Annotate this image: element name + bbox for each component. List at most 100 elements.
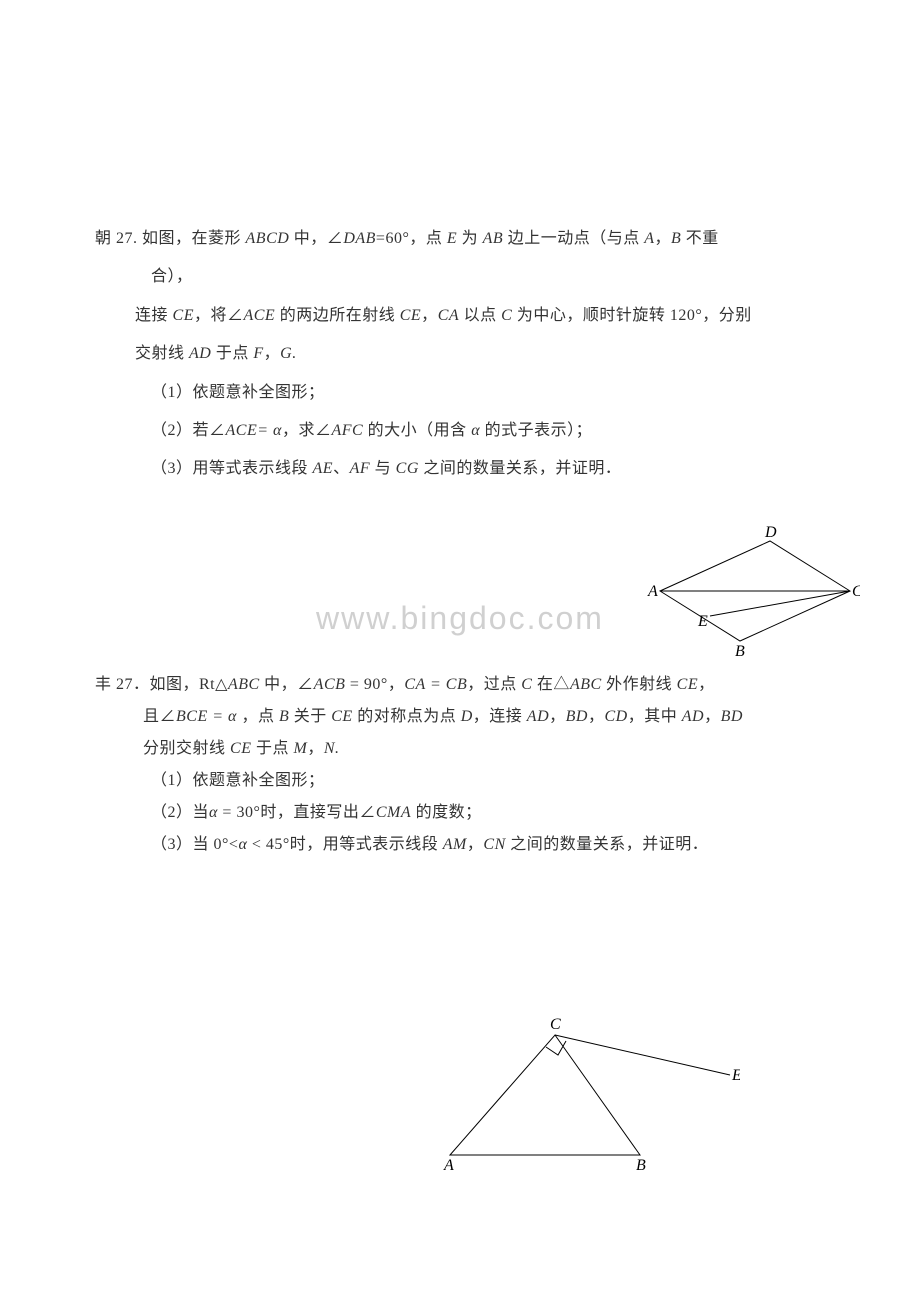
t: 连接 bbox=[135, 307, 173, 324]
t: 为中心，顺时针旋转 120°，分别 bbox=[512, 307, 751, 324]
p2-q3: （3）当 0°<α < 45°时，用等式表示线段 AM，CN 之间的数量关系，并… bbox=[95, 829, 825, 861]
t: =60°，点 bbox=[376, 230, 447, 247]
t: M bbox=[293, 740, 307, 757]
t: ，连接 bbox=[473, 708, 527, 725]
label-B: B bbox=[636, 1157, 646, 1174]
t: AD bbox=[682, 708, 704, 725]
t: BD bbox=[721, 708, 743, 725]
label-E: E bbox=[697, 613, 708, 630]
t: AM bbox=[443, 836, 467, 853]
t: CD bbox=[604, 708, 627, 725]
t: （2）若∠ bbox=[151, 422, 226, 439]
t: ABC bbox=[228, 676, 260, 693]
label-E: E bbox=[731, 1067, 740, 1084]
t: AF bbox=[350, 460, 371, 477]
t: CE bbox=[677, 676, 698, 693]
t: 之间的数量关系，并证明． bbox=[419, 460, 622, 477]
t: CA = CB bbox=[404, 676, 467, 693]
t: BD bbox=[566, 708, 588, 725]
t: ABCD bbox=[246, 230, 290, 247]
t: D bbox=[461, 708, 473, 725]
figure-triangle: A B C E bbox=[440, 1015, 740, 1175]
label-C: C bbox=[550, 1016, 561, 1033]
t: ， bbox=[467, 836, 484, 853]
t: N. bbox=[324, 740, 340, 757]
t: A bbox=[644, 230, 654, 247]
t: 与 bbox=[370, 460, 396, 477]
t: ACB bbox=[314, 676, 346, 693]
t: AE bbox=[313, 460, 334, 477]
p1-q3: （3）用等式表示线段 AE、AF 与 CG 之间的数量关系，并证明． bbox=[95, 450, 825, 488]
p1-line3: 连接 CE，将∠ACE 的两边所在射线 CE，CA 以点 C 为中心，顺时针旋转… bbox=[135, 297, 825, 335]
label-B: B bbox=[735, 643, 745, 660]
t: 之间的数量关系，并证明． bbox=[506, 836, 709, 853]
t: 在△ bbox=[532, 676, 570, 693]
t: 丰 27．如图，Rt△ bbox=[95, 676, 228, 693]
t: 的度数； bbox=[411, 804, 482, 821]
t: 的式子表示）； bbox=[480, 422, 592, 439]
t: ， bbox=[421, 307, 438, 324]
t: ACE= α bbox=[226, 422, 282, 439]
problem-2: 丰 27．如图，Rt△ABC 中，∠ACB = 90°，CA = CB，过点 C… bbox=[95, 669, 825, 861]
t: 边上一动点（与点 bbox=[503, 230, 644, 247]
t: α bbox=[228, 708, 237, 725]
label-D: D bbox=[764, 524, 777, 541]
page-content: 朝 27. 如图，在菱形 ABCD 中，∠DAB=60°，点 E 为 AB 边上… bbox=[0, 0, 920, 861]
label-A: A bbox=[647, 583, 658, 600]
problem-1: 朝 27. 如图，在菱形 ABCD 中，∠DAB=60°，点 E 为 AB 边上… bbox=[95, 220, 825, 489]
t: G. bbox=[280, 345, 297, 362]
t: 不重 bbox=[681, 230, 719, 247]
t: ， bbox=[307, 740, 324, 757]
t: CA bbox=[438, 307, 459, 324]
t: ，点 bbox=[237, 708, 279, 725]
p2-q1: （1）依题意补全图形； bbox=[95, 765, 825, 797]
t: CE bbox=[230, 740, 251, 757]
t: ，求∠ bbox=[282, 422, 332, 439]
t: 朝 27. 如图，在菱形 bbox=[95, 230, 246, 247]
t: ，其中 bbox=[628, 708, 682, 725]
t: AFC bbox=[331, 422, 363, 439]
t: AD bbox=[527, 708, 549, 725]
p2-line3: 分别交射线 CE 于点 M，N. bbox=[143, 733, 825, 765]
t: 分别交射线 bbox=[143, 740, 230, 757]
t: ， bbox=[704, 708, 721, 725]
t: ，过点 bbox=[467, 676, 521, 693]
t: ABC bbox=[570, 676, 602, 693]
p1-line1: 朝 27. 如图，在菱形 ABCD 中，∠DAB=60°，点 E 为 AB 边上… bbox=[95, 220, 825, 258]
t: ， bbox=[588, 708, 605, 725]
t: E bbox=[447, 230, 457, 247]
t: CE bbox=[400, 307, 421, 324]
t: CN bbox=[483, 836, 505, 853]
t: 的两边所在射线 bbox=[275, 307, 400, 324]
t: 中，∠ bbox=[260, 676, 314, 693]
t: F bbox=[253, 345, 263, 362]
t: 外作射线 bbox=[602, 676, 677, 693]
t: BCE = bbox=[176, 708, 228, 725]
t: CG bbox=[396, 460, 419, 477]
t: α bbox=[209, 804, 218, 821]
t: α bbox=[471, 422, 480, 439]
t: C bbox=[501, 307, 512, 324]
t: ， bbox=[264, 345, 281, 362]
t: （2）当 bbox=[151, 804, 209, 821]
t: 且∠ bbox=[143, 708, 176, 725]
t: ， bbox=[549, 708, 566, 725]
p1-line2: 合）， bbox=[151, 258, 825, 296]
t: CE bbox=[173, 307, 194, 324]
t: 的大小（用含 bbox=[363, 422, 471, 439]
t: = 30°时，直接写出∠ bbox=[218, 804, 376, 821]
t: ， bbox=[698, 676, 715, 693]
t: 于点 bbox=[211, 345, 253, 362]
t: B bbox=[279, 708, 289, 725]
t: < 45°时，用等式表示线段 bbox=[247, 836, 442, 853]
t: DAB bbox=[343, 230, 376, 247]
t: 为 bbox=[457, 230, 483, 247]
figure-rhombus: A D C B E bbox=[640, 521, 860, 671]
t: B bbox=[671, 230, 681, 247]
p2-line2: 且∠BCE = α ，点 B 关于 CE 的对称点为点 D，连接 AD，BD，C… bbox=[143, 701, 825, 733]
p1-q1: （1）依题意补全图形； bbox=[95, 374, 825, 412]
t: （3）用等式表示线段 bbox=[151, 460, 313, 477]
t: 中，∠ bbox=[289, 230, 343, 247]
t: CMA bbox=[376, 804, 411, 821]
t: 关于 bbox=[289, 708, 331, 725]
